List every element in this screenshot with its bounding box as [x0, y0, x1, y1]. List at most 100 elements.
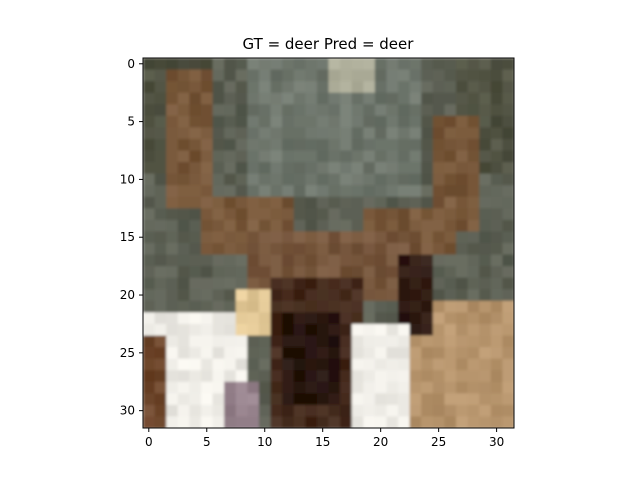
- image-pixel: [444, 196, 457, 209]
- image-pixel: [456, 416, 469, 428]
- image-pixel: [305, 358, 318, 371]
- image-pixel: [444, 323, 457, 337]
- image-pixel: [409, 58, 422, 71]
- image-pixel: [374, 208, 388, 221]
- image-pixel: [282, 370, 295, 383]
- image-pixel: [258, 150, 272, 163]
- image-pixel: [316, 231, 330, 244]
- image-pixel: [490, 69, 503, 82]
- image-pixel: [316, 416, 330, 428]
- image-pixel: [316, 381, 330, 394]
- image-pixel: [502, 231, 514, 244]
- image-pixel: [340, 127, 353, 140]
- image-pixel: [293, 231, 306, 244]
- image-pixel: [432, 254, 446, 267]
- image-pixel: [398, 81, 411, 94]
- image-pixel: [363, 208, 376, 221]
- image-pixel: [235, 115, 248, 128]
- image-pixel: [212, 300, 225, 313]
- image-pixel: [316, 115, 330, 128]
- image-pixel: [444, 416, 457, 428]
- image-pixel: [490, 127, 503, 140]
- image-pixel: [154, 219, 167, 233]
- image-pixel: [363, 150, 376, 163]
- image-pixel: [293, 138, 306, 152]
- image-pixel: [386, 150, 399, 163]
- image-pixel: [270, 312, 283, 325]
- image-pixel: [467, 104, 480, 117]
- image-pixel: [351, 416, 364, 428]
- image-pixel: [374, 358, 388, 371]
- image-pixel: [166, 347, 179, 360]
- image-pixel: [177, 185, 190, 198]
- image-pixel: [247, 393, 260, 406]
- image-pixel: [479, 219, 492, 233]
- image-pixel: [398, 393, 411, 406]
- image-pixel: [340, 185, 353, 198]
- image-pixel: [293, 150, 306, 163]
- image-pixel: [432, 92, 446, 105]
- image-pixel: [479, 381, 492, 394]
- image-pixel: [444, 127, 457, 140]
- image-pixel: [270, 254, 283, 267]
- image-pixel: [456, 266, 469, 279]
- image-pixel: [247, 138, 260, 152]
- image-pixel: [247, 81, 260, 94]
- image-pixel: [386, 196, 399, 209]
- image-pixel: [340, 208, 353, 221]
- image-pixel: [490, 312, 503, 325]
- image-pixel: [363, 115, 376, 128]
- image-pixel: [177, 243, 190, 256]
- image-pixel: [270, 219, 283, 233]
- x-axis: 0 5 10 15 20 25 30: [145, 428, 504, 449]
- image-pixel: [502, 208, 514, 221]
- image-pixel: [212, 323, 225, 337]
- image-pixel: [432, 196, 446, 209]
- image-pixel: [166, 243, 179, 256]
- image-pixel: [258, 231, 272, 244]
- image-pixel: [374, 219, 388, 233]
- image-pixel: [502, 185, 514, 198]
- image-pixel: [224, 243, 237, 256]
- image-pixel: [212, 208, 225, 221]
- image-pixel: [282, 381, 295, 394]
- image-pixel: [200, 81, 214, 94]
- image-pixel: [467, 208, 480, 221]
- image-pixel: [432, 162, 446, 175]
- image-pixel: [200, 127, 214, 140]
- image-pixel: [421, 266, 434, 279]
- image-pixel: [363, 243, 376, 256]
- image-pixel: [270, 243, 283, 256]
- image-pixel: [154, 254, 167, 267]
- image-pixel: [421, 335, 434, 348]
- image-pixel: [282, 150, 295, 163]
- image-pixel: [212, 347, 225, 360]
- image-pixel: [409, 289, 422, 302]
- image-pixel: [386, 335, 399, 348]
- image-pixel: [467, 381, 480, 394]
- image-pixel: [235, 393, 248, 406]
- image-pixel: [328, 196, 341, 209]
- image-pixel: [432, 300, 446, 313]
- y-tick-label: 5: [127, 115, 135, 129]
- x-tick-label: 15: [315, 435, 330, 449]
- image-pixel: [374, 266, 388, 279]
- image-plot: [143, 58, 514, 428]
- image-pixel: [409, 162, 422, 175]
- image-pixel: [479, 127, 492, 140]
- image-pixel: [247, 254, 260, 267]
- image-pixel: [305, 219, 318, 233]
- image-pixel: [200, 277, 214, 290]
- image-pixel: [328, 104, 341, 117]
- image-pixel: [502, 381, 514, 394]
- image-pixel: [340, 115, 353, 128]
- image-pixel: [154, 347, 167, 360]
- image-pixel: [177, 289, 190, 302]
- image-pixel: [502, 404, 514, 418]
- image-pixel: [166, 381, 179, 394]
- image-pixel: [386, 393, 399, 406]
- image-pixel: [293, 104, 306, 117]
- image-pixel: [154, 173, 167, 186]
- image-pixel: [351, 92, 364, 105]
- image-pixel: [189, 335, 202, 348]
